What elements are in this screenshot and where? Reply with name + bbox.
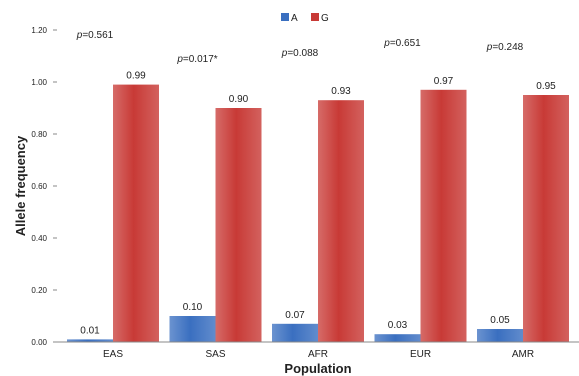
- bar-g-eur: [420, 89, 467, 342]
- bar-a-afr: [272, 323, 318, 342]
- annotation-afr: p=0.088: [281, 48, 319, 59]
- value-label-a-eur: 0.03: [388, 320, 408, 331]
- value-label-g-sas: 0.90: [229, 94, 249, 105]
- y-tick-label: 1.00: [31, 78, 47, 87]
- value-label-a-eas: 0.01: [80, 325, 100, 336]
- bar-g-afr: [318, 100, 364, 342]
- value-label-g-eas: 0.99: [126, 71, 146, 82]
- plot-area: 0.00 0.20 0.40 0.60 0.80 1.00 1.20 0.01 0.99 EAS 0…: [31, 26, 579, 360]
- value-label-a-amr: 0.05: [490, 315, 510, 326]
- legend-swatch-a: [281, 13, 289, 21]
- bar-g-amr: [523, 95, 569, 342]
- legend-label-g: G: [321, 13, 329, 24]
- bar-a-sas: [169, 316, 216, 342]
- x-tick-label-amr: AMR: [512, 349, 534, 360]
- annotation-eur: p=0.651: [383, 38, 421, 49]
- y-tick-label: 0.20: [31, 286, 47, 295]
- value-label-g-amr: 0.95: [536, 81, 556, 92]
- value-label-g-eur: 0.97: [434, 76, 454, 87]
- annotation-amr: p=0.248: [486, 42, 524, 53]
- annotation-eas: p=0.561: [76, 30, 114, 41]
- y-tick-label: 0.40: [31, 234, 47, 243]
- legend-label-a: A: [291, 13, 298, 24]
- x-tick-label-eas: EAS: [103, 349, 123, 360]
- y-tick-label: 0.60: [31, 182, 47, 191]
- legend-swatch-g: [311, 13, 319, 21]
- x-tick-label-eur: EUR: [410, 349, 431, 360]
- bar-a-amr: [477, 329, 523, 342]
- x-tick-label-afr: AFR: [308, 349, 328, 360]
- value-label-a-afr: 0.07: [285, 310, 305, 321]
- bar-a-eur: [374, 334, 421, 342]
- x-axis-title: Population: [284, 361, 351, 376]
- value-label-a-sas: 0.10: [183, 302, 203, 313]
- x-tick-label-sas: SAS: [205, 349, 225, 360]
- annotation-sas: p=0.017*: [176, 54, 217, 65]
- y-tick-label: 1.20: [31, 26, 47, 35]
- y-axis-title: Allele frequency: [13, 135, 28, 236]
- bar-g-sas: [215, 108, 262, 342]
- bar-a-eas: [67, 339, 113, 342]
- legend: A G: [281, 13, 329, 24]
- value-label-g-afr: 0.93: [331, 86, 351, 97]
- y-tick-label: 0.00: [31, 338, 47, 347]
- bar-g-eas: [113, 84, 159, 342]
- y-tick-label: 0.80: [31, 130, 47, 139]
